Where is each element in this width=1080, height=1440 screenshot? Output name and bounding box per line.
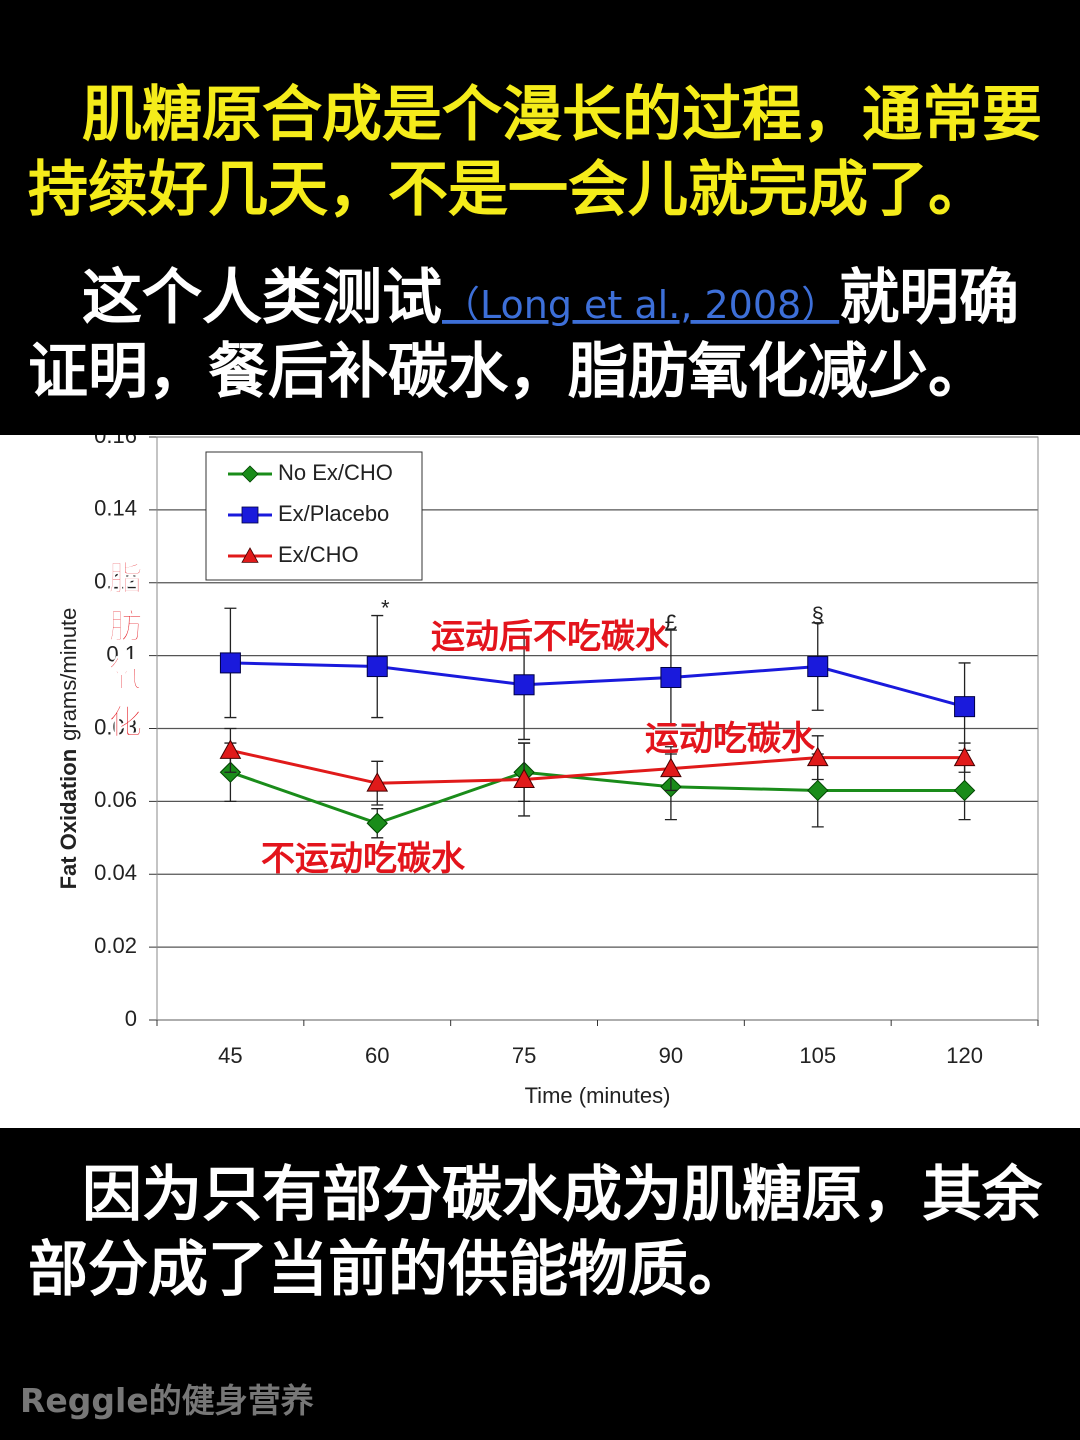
marker: [241, 465, 259, 483]
marker: [241, 547, 259, 563]
citation[interactable]: （Long et al., 2008）: [442, 283, 839, 327]
marker: [806, 746, 829, 767]
text: Fat Oxidation: [56, 749, 81, 890]
header-line: 肌糖原合成是个漫长的过程，通常要: [82, 80, 1042, 150]
y-tick-label: 0: [125, 1006, 137, 1031]
y-tick-label: 0.1: [106, 641, 137, 666]
annotation: £: [665, 610, 677, 635]
footer-line: 因为只有部分碳水成为肌糖原，其余: [82, 1160, 1043, 1230]
x-axis-label: Time (minutes): [525, 1083, 671, 1108]
marker: [807, 779, 829, 802]
y-tick-label: 0.14: [94, 496, 137, 521]
marker: [366, 656, 388, 678]
overlay-label: 运动后不吃碳水: [431, 617, 670, 657]
marker: [513, 768, 535, 789]
marker: [219, 652, 241, 674]
annotation: §: [812, 603, 824, 628]
x-tick-label: 75: [512, 1043, 536, 1068]
overlay-label: 不运动吃碳水: [261, 839, 466, 879]
x-tick-label: 120: [946, 1043, 983, 1068]
text: 这个人类测试: [82, 263, 442, 333]
marker: [366, 812, 388, 834]
marker: [513, 674, 535, 696]
marker: [660, 757, 682, 778]
y-tick-label: 0.08: [94, 714, 137, 739]
x-tick-label: 105: [799, 1043, 836, 1068]
overlay-vertical: 脂肪氧化: [102, 560, 142, 752]
header-background: [0, 0, 1080, 435]
annotation: *: [381, 595, 390, 620]
marker: [807, 656, 829, 678]
marker: [219, 739, 242, 759]
marker: [660, 666, 682, 688]
marker: [241, 506, 259, 524]
overlay-label: 运动吃碳水: [645, 719, 816, 759]
y-axis-label: Fat Oxidation grams/minute: [56, 608, 81, 890]
y-tick-label: 0.06: [94, 787, 137, 812]
text: grams/minute: [56, 608, 81, 741]
legend-label: Ex/Placebo: [278, 501, 389, 526]
y-tick-label: 0.12: [94, 569, 137, 594]
x-tick-label: 45: [218, 1043, 242, 1068]
marker: [954, 696, 976, 718]
y-tick-label: 0.04: [94, 860, 137, 885]
marker: [953, 746, 976, 767]
chart-background: [0, 435, 1080, 1128]
series-line: [230, 661, 965, 709]
watermark: Reggle的健身营养: [20, 1381, 314, 1420]
marker: [953, 779, 976, 802]
header-line: 这个人类测试（Long et al., 2008）就明确: [82, 263, 1019, 333]
series-line: [229, 770, 965, 825]
y-tick-label: 0.02: [94, 933, 137, 958]
x-tick-label: 90: [659, 1043, 683, 1068]
header-line: 证明，餐后补碳水，脂肪氧化减少。: [28, 337, 988, 407]
legend-label: No Ex/CHO: [278, 460, 393, 485]
footer-line: 部分成了当前的供能物质。: [28, 1235, 748, 1305]
series-line: [230, 748, 965, 785]
text: 就明确: [839, 263, 1019, 333]
legend-label: Ex/CHO: [278, 542, 359, 567]
x-tick-label: 60: [365, 1043, 389, 1068]
marker: [366, 772, 389, 792]
header-line: 持续好几天，不是一会儿就完成了。: [28, 155, 988, 225]
